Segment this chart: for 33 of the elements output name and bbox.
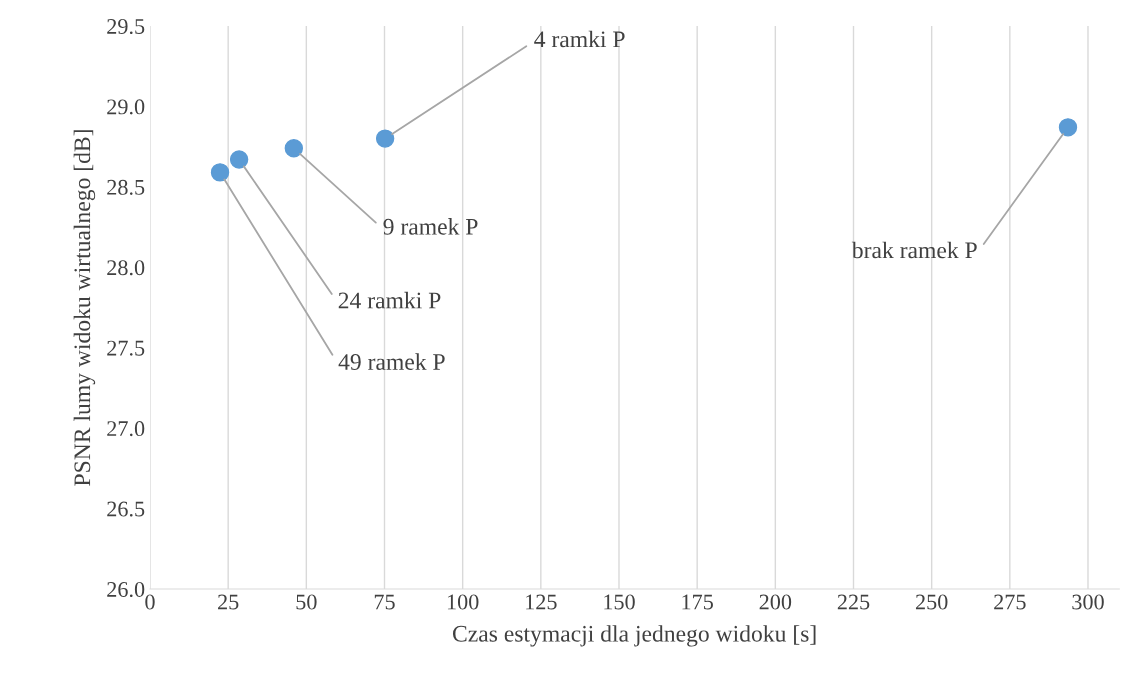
- point: [375, 129, 395, 148]
- x-tick-label: 150: [604, 594, 635, 610]
- x-tick-label: 300: [1072, 594, 1104, 610]
- annotation: 4 ramki P: [534, 30, 625, 48]
- x-tick-label: 75: [374, 594, 395, 610]
- x-tick-label: 0: [145, 594, 155, 610]
- annotation: brak ramek P: [851, 241, 977, 259]
- x-tick-label: 100: [447, 594, 479, 610]
- y-tick-label: 27.0: [107, 421, 145, 437]
- x-tick-label: 275: [994, 594, 1026, 610]
- x-tick-label: 25: [218, 594, 239, 610]
- point: [284, 139, 304, 158]
- x-tick-label: 250: [915, 594, 948, 610]
- annotation: 9 ramek P: [383, 218, 478, 235]
- y-tick-label: 26.5: [107, 501, 145, 517]
- y-tick-label: 28.0: [107, 260, 145, 276]
- y-tick-label: 26.0: [107, 581, 145, 598]
- x-tick-label: 50: [296, 594, 317, 610]
- y-tick-label: 27.5: [107, 340, 145, 356]
- y-axis-title: PSNR lumy widoku wirtualnego [dB]: [73, 130, 96, 486]
- x-tick-label: 175: [682, 594, 713, 610]
- y-tick-label: 29.0: [107, 99, 145, 115]
- x-tick-label: 225: [837, 594, 870, 610]
- point: [229, 150, 249, 169]
- y-tick-label: 28.5: [107, 179, 145, 195]
- y-tick-label: 29.5: [107, 18, 145, 35]
- point: [210, 163, 230, 182]
- point: [1058, 118, 1078, 137]
- x-axis-title: Czas estymacji dla jednego widoku [s]: [452, 625, 816, 647]
- x-tick-label: 200: [759, 594, 792, 610]
- x-tick-label: 125: [526, 594, 557, 610]
- annotation: 49 ramek P: [338, 353, 445, 370]
- annotation: 24 ramki P: [338, 291, 441, 309]
